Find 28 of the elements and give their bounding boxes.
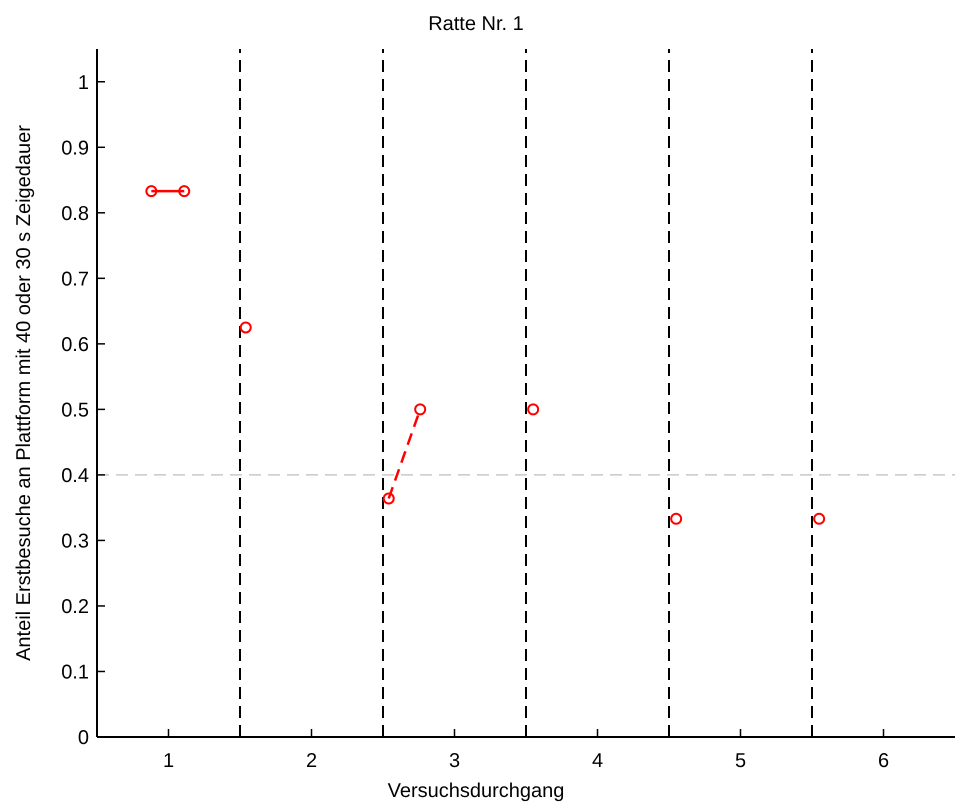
point xyxy=(178,185,190,198)
y-tick-label: 1 xyxy=(78,72,89,94)
x-tick-label: 6 xyxy=(878,750,890,772)
y-tick-label: 0.4 xyxy=(61,464,89,487)
y-tick-label: 0 xyxy=(78,727,89,749)
y-tick-label: 0.9 xyxy=(61,137,89,160)
point xyxy=(382,492,395,504)
y-tick-label: 0.7 xyxy=(61,268,89,290)
point xyxy=(414,403,426,416)
x-tick-label: 3 xyxy=(448,750,460,772)
x-tick-label: 5 xyxy=(734,750,746,772)
x-tick-label: 1 xyxy=(162,750,174,772)
point xyxy=(240,321,252,334)
x-tick-label: 4 xyxy=(592,750,604,772)
y-axis-title: Anteil Erstbesuche an Plattform mit 40 oder 30 s Zeigedauer xyxy=(13,124,35,661)
y-tick-label: 0.2 xyxy=(61,596,89,618)
x-tick-label: 2 xyxy=(306,750,318,772)
x-axis-title: Versuchsdurchgang xyxy=(388,780,564,802)
y-tick-label: 0.3 xyxy=(61,530,89,552)
chart-title: Ratte Nr. 1 xyxy=(428,13,524,35)
y-tick-label: 0.5 xyxy=(61,399,89,422)
y-tick-label: 0.1 xyxy=(61,661,89,684)
point xyxy=(145,185,158,198)
y-tick-label: 0.6 xyxy=(61,334,89,356)
point xyxy=(527,403,540,416)
point xyxy=(670,512,682,525)
y-tick-label: 0.8 xyxy=(61,202,89,225)
point xyxy=(813,512,826,525)
